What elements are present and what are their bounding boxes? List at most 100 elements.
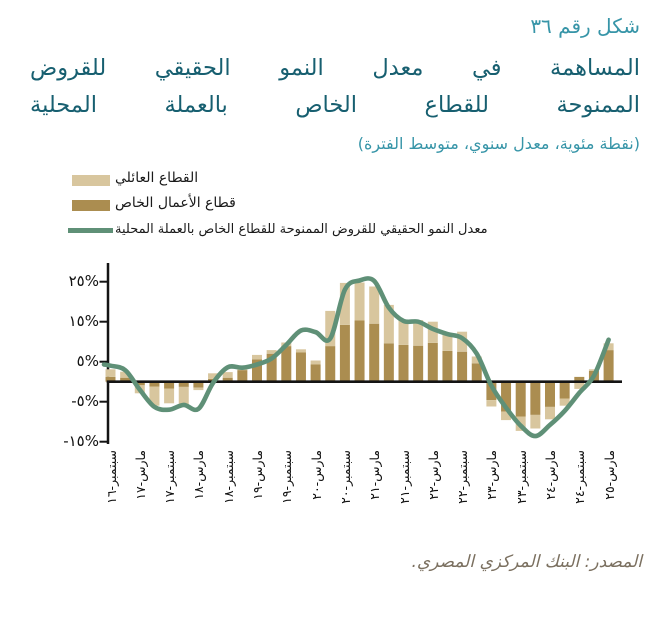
x-axis-label: سبتمبر-٢٤ [572, 450, 588, 504]
bar-segment-household [178, 386, 189, 405]
bar-segment-business [457, 351, 468, 382]
bar-segment-household [398, 320, 409, 345]
bar-segment-business [281, 346, 292, 382]
bar-segment-business [310, 364, 321, 382]
bar-segment-household [164, 388, 175, 404]
bar-segment-household [208, 373, 219, 379]
bar-segment-business [574, 376, 585, 382]
y-axis-label: -١٥% [63, 431, 99, 450]
bar-segment-business [266, 353, 277, 382]
legend-label-business: قطاع الأعمال الخاص [115, 195, 236, 211]
bar-segment-household [442, 333, 453, 351]
bar-segment-household [501, 411, 512, 421]
business-swatch-icon [72, 200, 110, 211]
bar-segment-business [559, 381, 570, 399]
bar-segment-business [442, 350, 453, 382]
bar-segment-business [105, 376, 116, 382]
legend-label-household: القطاع العائلي [115, 170, 199, 186]
bar-segment-business [413, 345, 424, 382]
x-axis-label: سبتمبر-١٦ [103, 450, 119, 504]
bar-segment-business [383, 343, 394, 382]
figure-title: المساهمة في معدل النمو الحقيقي للقروض ال… [30, 50, 640, 124]
x-axis-label: مارس-٢٥ [601, 450, 617, 500]
bar-segment-household [339, 282, 350, 325]
x-axis-label: مارس-١٨ [191, 450, 207, 500]
legend-label-growth-line: معدل النمو الحقيقي للقروض الممنوحة للقطا… [115, 222, 488, 237]
bar-segment-business [471, 363, 482, 382]
bar-segment-business [603, 350, 614, 382]
bar-segment-household [325, 310, 336, 347]
x-axis-label: مارس-٢٢ [425, 450, 441, 500]
bar-segment-business [252, 359, 262, 382]
y-axis-label: ١٥% [68, 311, 99, 330]
bar-segment-household [427, 321, 438, 343]
bar-segment-business [178, 381, 189, 387]
bar-segment-household [457, 331, 468, 352]
bar-segment-household [354, 282, 365, 321]
bar-segment-household [149, 386, 160, 406]
bar-segment-household [559, 398, 570, 406]
legend-item-business: قطاع الأعمال الخاص [64, 193, 534, 218]
bar-segment-business [193, 381, 204, 388]
bar-segment-household [120, 371, 131, 378]
legend-item-household: القطاع العائلي [64, 168, 534, 193]
bar-segment-household [471, 356, 482, 364]
bar-segment-business [134, 381, 145, 386]
bar-segment-household [383, 304, 394, 344]
bar-segment-household [486, 400, 497, 407]
bar-segment-business [515, 381, 526, 417]
bar-segment-business [325, 346, 336, 382]
bar-segment-household [105, 369, 116, 377]
x-axis-label: مارس-١٩ [250, 450, 265, 500]
y-axis-label: ٥% [76, 351, 99, 370]
figure-subtitle: (نقطة مئوية، معدل سنوي، متوسط الفترة) [357, 134, 640, 153]
growth-line-swatch-icon [68, 228, 113, 233]
bar-segment-household [193, 387, 204, 391]
x-axis-label: مارس-٢١ [367, 450, 383, 500]
bar-segment-business [545, 381, 555, 407]
bar-segment-business [530, 381, 541, 415]
bar-segment-household [222, 372, 233, 378]
bar-segment-business [339, 324, 350, 382]
household-swatch-icon [72, 175, 110, 186]
x-axis-label: مارس-٢٤ [543, 450, 558, 500]
x-axis-label: سبتمبر-١٨ [220, 450, 236, 504]
x-axis-label: مارس-٢٠ [308, 450, 324, 500]
bar-segment-business [354, 320, 365, 382]
bar-segment-business [398, 344, 409, 382]
source-note: المصدر: البنك المركزي المصري. [411, 552, 643, 572]
bar-segment-business [164, 381, 175, 389]
bar-segment-business [237, 370, 248, 382]
bar-segment-household [574, 381, 585, 389]
y-axis-label: -٥% [71, 391, 99, 410]
y-axis-label: ٢٥% [68, 271, 99, 290]
chart-plot-area [99, 263, 622, 444]
bar-segment-business [501, 381, 512, 412]
x-axis-label: سبتمبر-١٧ [162, 450, 178, 504]
x-axis-label: سبتمبر-٢٠ [337, 450, 353, 504]
bar-segment-business [295, 352, 306, 382]
x-axis-label: سبتمبر-٢٣ [513, 450, 529, 504]
x-axis-label: سبتمبر-٢٢ [455, 450, 471, 504]
bar-segment-business [486, 381, 497, 401]
x-axis-label: مارس-١٧ [132, 450, 148, 500]
bar-segment-business [149, 381, 160, 387]
x-axis-label: سبتمبر-٢١ [396, 450, 412, 504]
bar-segment-household [295, 349, 306, 353]
bar-segment-business [222, 377, 233, 382]
figure-title-line1: المساهمة في معدل النمو الحقيقي للقروض [30, 55, 640, 81]
bar-segment-household [603, 343, 614, 351]
x-axis-label: مارس-٢٣ [484, 450, 500, 500]
bar-segment-household [545, 406, 555, 420]
bar-segment-household [310, 360, 321, 365]
figure-number: شكل رقم ٣٦ [530, 14, 640, 38]
bar-segment-business [369, 323, 380, 382]
bar-segment-household [413, 320, 424, 346]
bar-segment-household [588, 369, 599, 371]
bar-segment-household [266, 350, 277, 354]
bar-segment-household [369, 286, 380, 324]
chart-legend: القطاع العائلي قطاع الأعمال الخاص معدل ا… [64, 168, 534, 248]
bar-segment-household [530, 414, 541, 429]
x-axis-label: سبتمبر-١٩ [279, 450, 295, 504]
